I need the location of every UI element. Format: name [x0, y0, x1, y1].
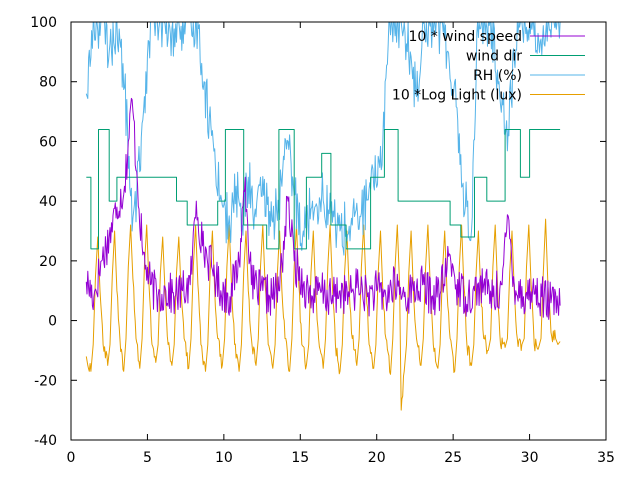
- x-tick-label-5: 25: [444, 450, 462, 466]
- y-tick-label-4: 40: [39, 194, 57, 210]
- y-tick-label-5: 60: [39, 134, 57, 150]
- x-tick-label-1: 5: [143, 450, 152, 466]
- series-line-2: [85, 21, 561, 256]
- y-tick-label-7: 100: [30, 15, 57, 31]
- x-tick-label-0: 0: [67, 450, 76, 466]
- legend: 10 * wind speed wind dir RH (%) 10 *Log Lig…: [392, 29, 585, 104]
- legend-label-2: RH (%): [473, 68, 522, 84]
- y-tick-label-0: -40: [34, 433, 57, 449]
- series-line-3: [85, 218, 561, 411]
- plot-frame: [70, 21, 607, 441]
- series-line-0: [85, 97, 561, 320]
- x-tick-label-7: 35: [597, 450, 615, 466]
- series-line-1: [86, 129, 561, 250]
- x-tick-label-6: 30: [521, 450, 539, 466]
- legend-label-1: wind dir: [466, 49, 522, 65]
- y-tick-label-1: -20: [34, 373, 57, 389]
- y-tick-label-3: 20: [39, 254, 57, 270]
- y-tick-label-2: 0: [48, 314, 57, 330]
- legend-label-0: 10 * wind speed: [408, 29, 522, 45]
- axis-layer: 0 5 10 15 20 25 30 35 -40 -20 0 20 40 60 80 100: [30, 15, 615, 466]
- legend-label-3: 10 *Log Light (lux): [392, 88, 522, 104]
- y-tick-label-6: 80: [39, 75, 57, 91]
- x-tick-label-3: 15: [291, 450, 309, 466]
- x-tick-label-2: 10: [215, 450, 233, 466]
- x-tick-label-4: 20: [368, 450, 386, 466]
- series-layer: [85, 21, 561, 411]
